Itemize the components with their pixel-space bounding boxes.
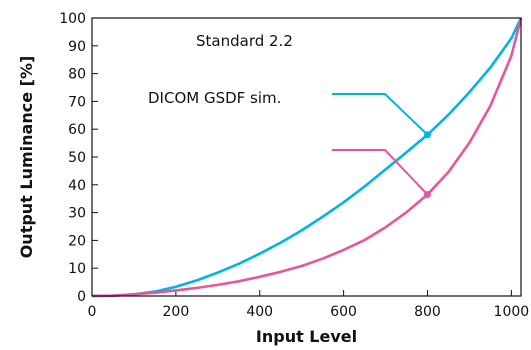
x-tick-label: 800 [414,304,441,320]
y-tick-label: 100 [59,11,86,27]
y-tick-label: 10 [68,261,86,277]
y-tick-label: 50 [68,150,86,166]
y-axis-ticks: 0 10 20 30 40 50 60 70 80 90 100 [59,11,98,305]
annotation-dicom-leader [332,93,429,136]
y-axis-title: Output Luminance [%] [17,56,36,259]
annotation-dicom-label: DICOM GSDF sim. [148,89,281,107]
y-tick-label: 90 [68,39,86,55]
x-tick-label: 0 [88,304,97,320]
series-lines [91,17,523,298]
y-tick-label: 20 [68,233,86,249]
annotations: Standard 2.2 DICOM GSDF sim. [148,32,429,196]
plot-frame [91,17,522,297]
series-line-standard [91,17,523,298]
y-tick-label: 40 [68,178,86,194]
y-tick-label: 0 [77,289,86,305]
y-tick-label: 80 [68,67,86,83]
x-tick-label: 200 [163,304,190,320]
x-axis-ticks: 0 200 400 600 800 1000 [88,290,530,320]
x-axis-title: Input Level [256,327,357,346]
x-tick-label: 600 [330,304,357,320]
series-line-dicom [91,17,523,298]
x-tick-label: 400 [246,304,273,320]
annotation-standard-leader [332,149,429,196]
y-tick-label: 70 [68,94,86,110]
x-tick-label: 1000 [494,304,530,320]
annotation-standard-label: Standard 2.2 [196,32,293,50]
y-tick-label: 60 [68,122,86,138]
y-tick-label: 30 [68,206,86,222]
